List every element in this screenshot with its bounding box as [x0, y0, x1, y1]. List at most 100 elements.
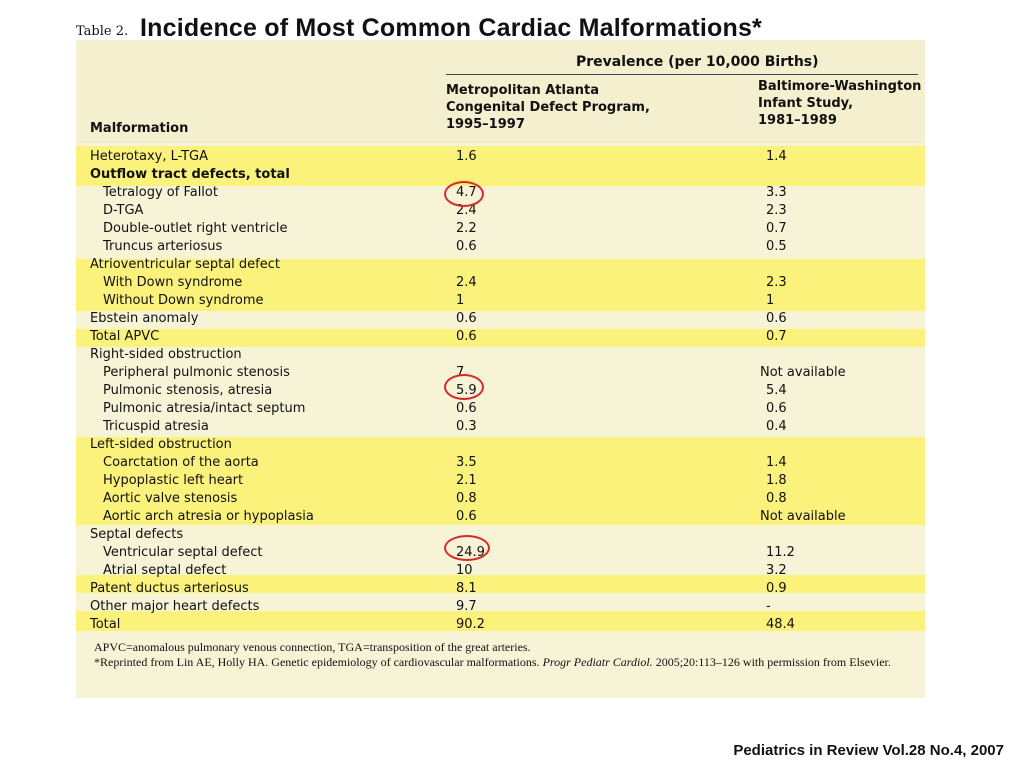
- table-header: Prevalence (per 10,000 Births) Metropoli…: [76, 40, 925, 143]
- column-header-line: 1981–1989: [758, 113, 837, 128]
- row-label: Atrial septal defect: [103, 563, 227, 578]
- table-title: Table 2. Incidence of Most Common Cardia…: [76, 10, 976, 50]
- column-header-line: Infant Study,: [758, 96, 854, 111]
- column-header-atlanta: Metropolitan Atlanta Congenital Defect P…: [446, 82, 650, 133]
- table-row: Outflow tract defects, total: [76, 166, 925, 184]
- row-label: Ventricular septal defect: [103, 545, 263, 560]
- baltimore-value: 11.2: [766, 545, 795, 560]
- row-label: D-TGA: [103, 203, 144, 218]
- atlanta-value: 3.5: [456, 455, 477, 470]
- row-label: Truncus arteriosus: [103, 239, 223, 254]
- row-label: Total APVC: [90, 329, 160, 344]
- table-row: Tricuspid atresia 0.3 0.4: [76, 418, 925, 436]
- baltimore-value: Not available: [760, 509, 846, 524]
- table-row: Pulmonic atresia/intact septum 0.6 0.6: [76, 400, 925, 418]
- atlanta-value: 9.7: [456, 599, 477, 614]
- row-label: Double-outlet right ventricle: [103, 221, 288, 236]
- atlanta-value: 0.8: [456, 491, 477, 506]
- row-label: Patent ductus arteriosus: [90, 581, 249, 596]
- table-row: Ebstein anomaly 0.6 0.6: [76, 310, 925, 328]
- table-row: Truncus arteriosus 0.6 0.5: [76, 238, 925, 256]
- journal-name: Progr Pediatr Cardiol.: [542, 655, 653, 669]
- column-header-line: Congenital Defect Program,: [446, 100, 650, 115]
- highlight-circle: [444, 181, 484, 207]
- table-row: Septal defects: [76, 526, 925, 544]
- table-row: Ventricular septal defect 24.9 11.2: [76, 544, 925, 562]
- row-label: Left-sided obstruction: [90, 437, 232, 452]
- baltimore-value: 0.4: [766, 419, 787, 434]
- row-band: [76, 146, 925, 186]
- table-row: Double-outlet right ventricle 2.2 0.7: [76, 220, 925, 238]
- column-header-line: Metropolitan Atlanta: [446, 83, 599, 98]
- row-label: Tricuspid atresia: [103, 419, 209, 434]
- table-row: Total APVC 0.6 0.7: [76, 328, 925, 346]
- baltimore-value: 1.8: [766, 473, 787, 488]
- row-band: [76, 329, 925, 347]
- baltimore-value: 0.6: [766, 311, 787, 326]
- row-label: Outflow tract defects, total: [90, 167, 290, 182]
- row-band: [76, 259, 925, 311]
- row-label: With Down syndrome: [103, 275, 243, 290]
- atlanta-value: 2.4: [456, 275, 477, 290]
- table-row: Tetralogy of Fallot 4.7 3.3: [76, 184, 925, 202]
- table-footnotes: APVC=anomalous pulmonary venous connecti…: [94, 640, 924, 670]
- table-row: With Down syndrome 2.4 2.3: [76, 274, 925, 292]
- abbreviation-note: APVC=anomalous pulmonary venous connecti…: [94, 640, 531, 654]
- row-label: Total: [90, 617, 121, 632]
- baltimore-value: 1: [766, 293, 775, 308]
- row-label: Other major heart defects: [90, 599, 260, 614]
- row-label: Peripheral pulmonic stenosis: [103, 365, 290, 380]
- prevalence-header: Prevalence (per 10,000 Births): [576, 54, 819, 70]
- table-sheet: Prevalence (per 10,000 Births) Metropoli…: [76, 40, 925, 698]
- baltimore-value: 0.7: [766, 221, 787, 236]
- row-label: Pulmonic stenosis, atresia: [103, 383, 273, 398]
- highlight-circle: [444, 535, 490, 561]
- atlanta-value: 2.2: [456, 221, 477, 236]
- column-header-line: 1995–1997: [446, 117, 525, 132]
- table-row: Right-sided obstruction: [76, 346, 925, 364]
- page-title: Incidence of Most Common Cardiac Malform…: [140, 14, 762, 42]
- row-label: Aortic valve stenosis: [103, 491, 238, 506]
- row-label: Atrioventricular septal defect: [90, 257, 280, 272]
- row-label: Septal defects: [90, 527, 184, 542]
- table-row: Atrial septal defect 10 3.2: [76, 562, 925, 580]
- row-band: [76, 575, 925, 593]
- row-label: Coarctation of the aorta: [103, 455, 259, 470]
- baltimore-value: 48.4: [766, 617, 795, 632]
- table-row: Other major heart defects 9.7 -: [76, 598, 925, 616]
- baltimore-value: 0.5: [766, 239, 787, 254]
- row-label: Ebstein anomaly: [90, 311, 199, 326]
- table-number: Table 2.: [76, 24, 129, 39]
- row-band: [76, 437, 925, 525]
- row-label: Tetralogy of Fallot: [103, 185, 218, 200]
- atlanta-value: 0.6: [456, 329, 477, 344]
- table-row: Left-sided obstruction: [76, 436, 925, 454]
- table-row: Patent ductus arteriosus 8.1 0.9: [76, 580, 925, 598]
- baltimore-value: 1.4: [766, 149, 787, 164]
- malformation-header: Malformation: [90, 121, 189, 136]
- row-label: Aortic arch atresia or hypoplasia: [103, 509, 314, 524]
- header-divider: [446, 74, 918, 75]
- atlanta-value: 1.6: [456, 149, 477, 164]
- row-label: Pulmonic atresia/intact septum: [103, 401, 306, 416]
- atlanta-value: 0.6: [456, 401, 477, 416]
- atlanta-value: 10: [456, 563, 473, 578]
- table-row: Aortic valve stenosis 0.8 0.8: [76, 490, 925, 508]
- baltimore-value: 1.4: [766, 455, 787, 470]
- column-header-baltimore: Baltimore-Washington Infant Study, 1981–…: [758, 78, 921, 129]
- table-row: Heterotaxy, L-TGA 1.6 1.4: [76, 148, 925, 166]
- baltimore-value: 0.8: [766, 491, 787, 506]
- table-row: Peripheral pulmonic stenosis 7 Not availab…: [76, 364, 925, 382]
- reprint-note: *Reprinted from Lin AE, Holly HA. Geneti…: [94, 655, 924, 670]
- baltimore-value: -: [766, 599, 771, 614]
- atlanta-value: 0.6: [456, 239, 477, 254]
- row-label: Right-sided obstruction: [90, 347, 242, 362]
- table-row: Without Down syndrome 1 1: [76, 292, 925, 310]
- atlanta-value: 0.6: [456, 509, 477, 524]
- baltimore-value: 0.6: [766, 401, 787, 416]
- atlanta-value: 90.2: [456, 617, 485, 632]
- table-row: Hypoplastic left heart 2.1 1.8: [76, 472, 925, 490]
- atlanta-value: 0.3: [456, 419, 477, 434]
- baltimore-value: 2.3: [766, 275, 787, 290]
- reprint-text-end: 2005;20:113–126 with permission from Els…: [652, 655, 891, 669]
